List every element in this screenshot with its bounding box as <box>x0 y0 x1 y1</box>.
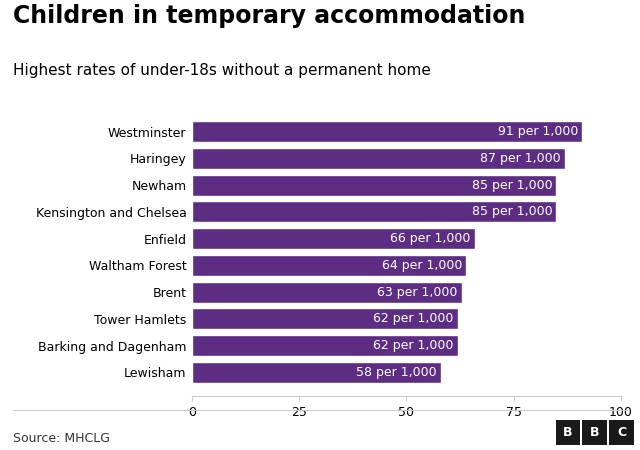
Text: 91 per 1,000: 91 per 1,000 <box>497 125 578 138</box>
Text: 62 per 1,000: 62 per 1,000 <box>373 312 454 325</box>
Bar <box>192 362 441 383</box>
Text: 58 per 1,000: 58 per 1,000 <box>356 366 436 379</box>
Bar <box>192 255 467 276</box>
Bar <box>192 121 582 142</box>
Bar <box>192 202 557 222</box>
Text: B: B <box>590 426 599 439</box>
Bar <box>192 148 565 169</box>
Text: Highest rates of under-18s without a permanent home: Highest rates of under-18s without a per… <box>13 63 431 78</box>
Text: 63 per 1,000: 63 per 1,000 <box>378 286 458 299</box>
Bar <box>192 335 458 356</box>
Text: 85 per 1,000: 85 per 1,000 <box>472 205 552 218</box>
Text: B: B <box>563 426 572 439</box>
Bar <box>192 282 462 302</box>
Text: 85 per 1,000: 85 per 1,000 <box>472 179 552 192</box>
Bar <box>192 309 458 329</box>
Text: Source: MHCLG: Source: MHCLG <box>13 432 110 446</box>
Text: 64 per 1,000: 64 per 1,000 <box>382 259 462 272</box>
Text: 66 per 1,000: 66 per 1,000 <box>390 232 471 245</box>
Text: C: C <box>617 426 626 439</box>
Text: 62 per 1,000: 62 per 1,000 <box>373 339 454 352</box>
Text: Children in temporary accommodation: Children in temporary accommodation <box>13 4 525 28</box>
Bar <box>192 175 557 195</box>
Bar <box>192 228 475 249</box>
Text: 87 per 1,000: 87 per 1,000 <box>480 152 561 165</box>
